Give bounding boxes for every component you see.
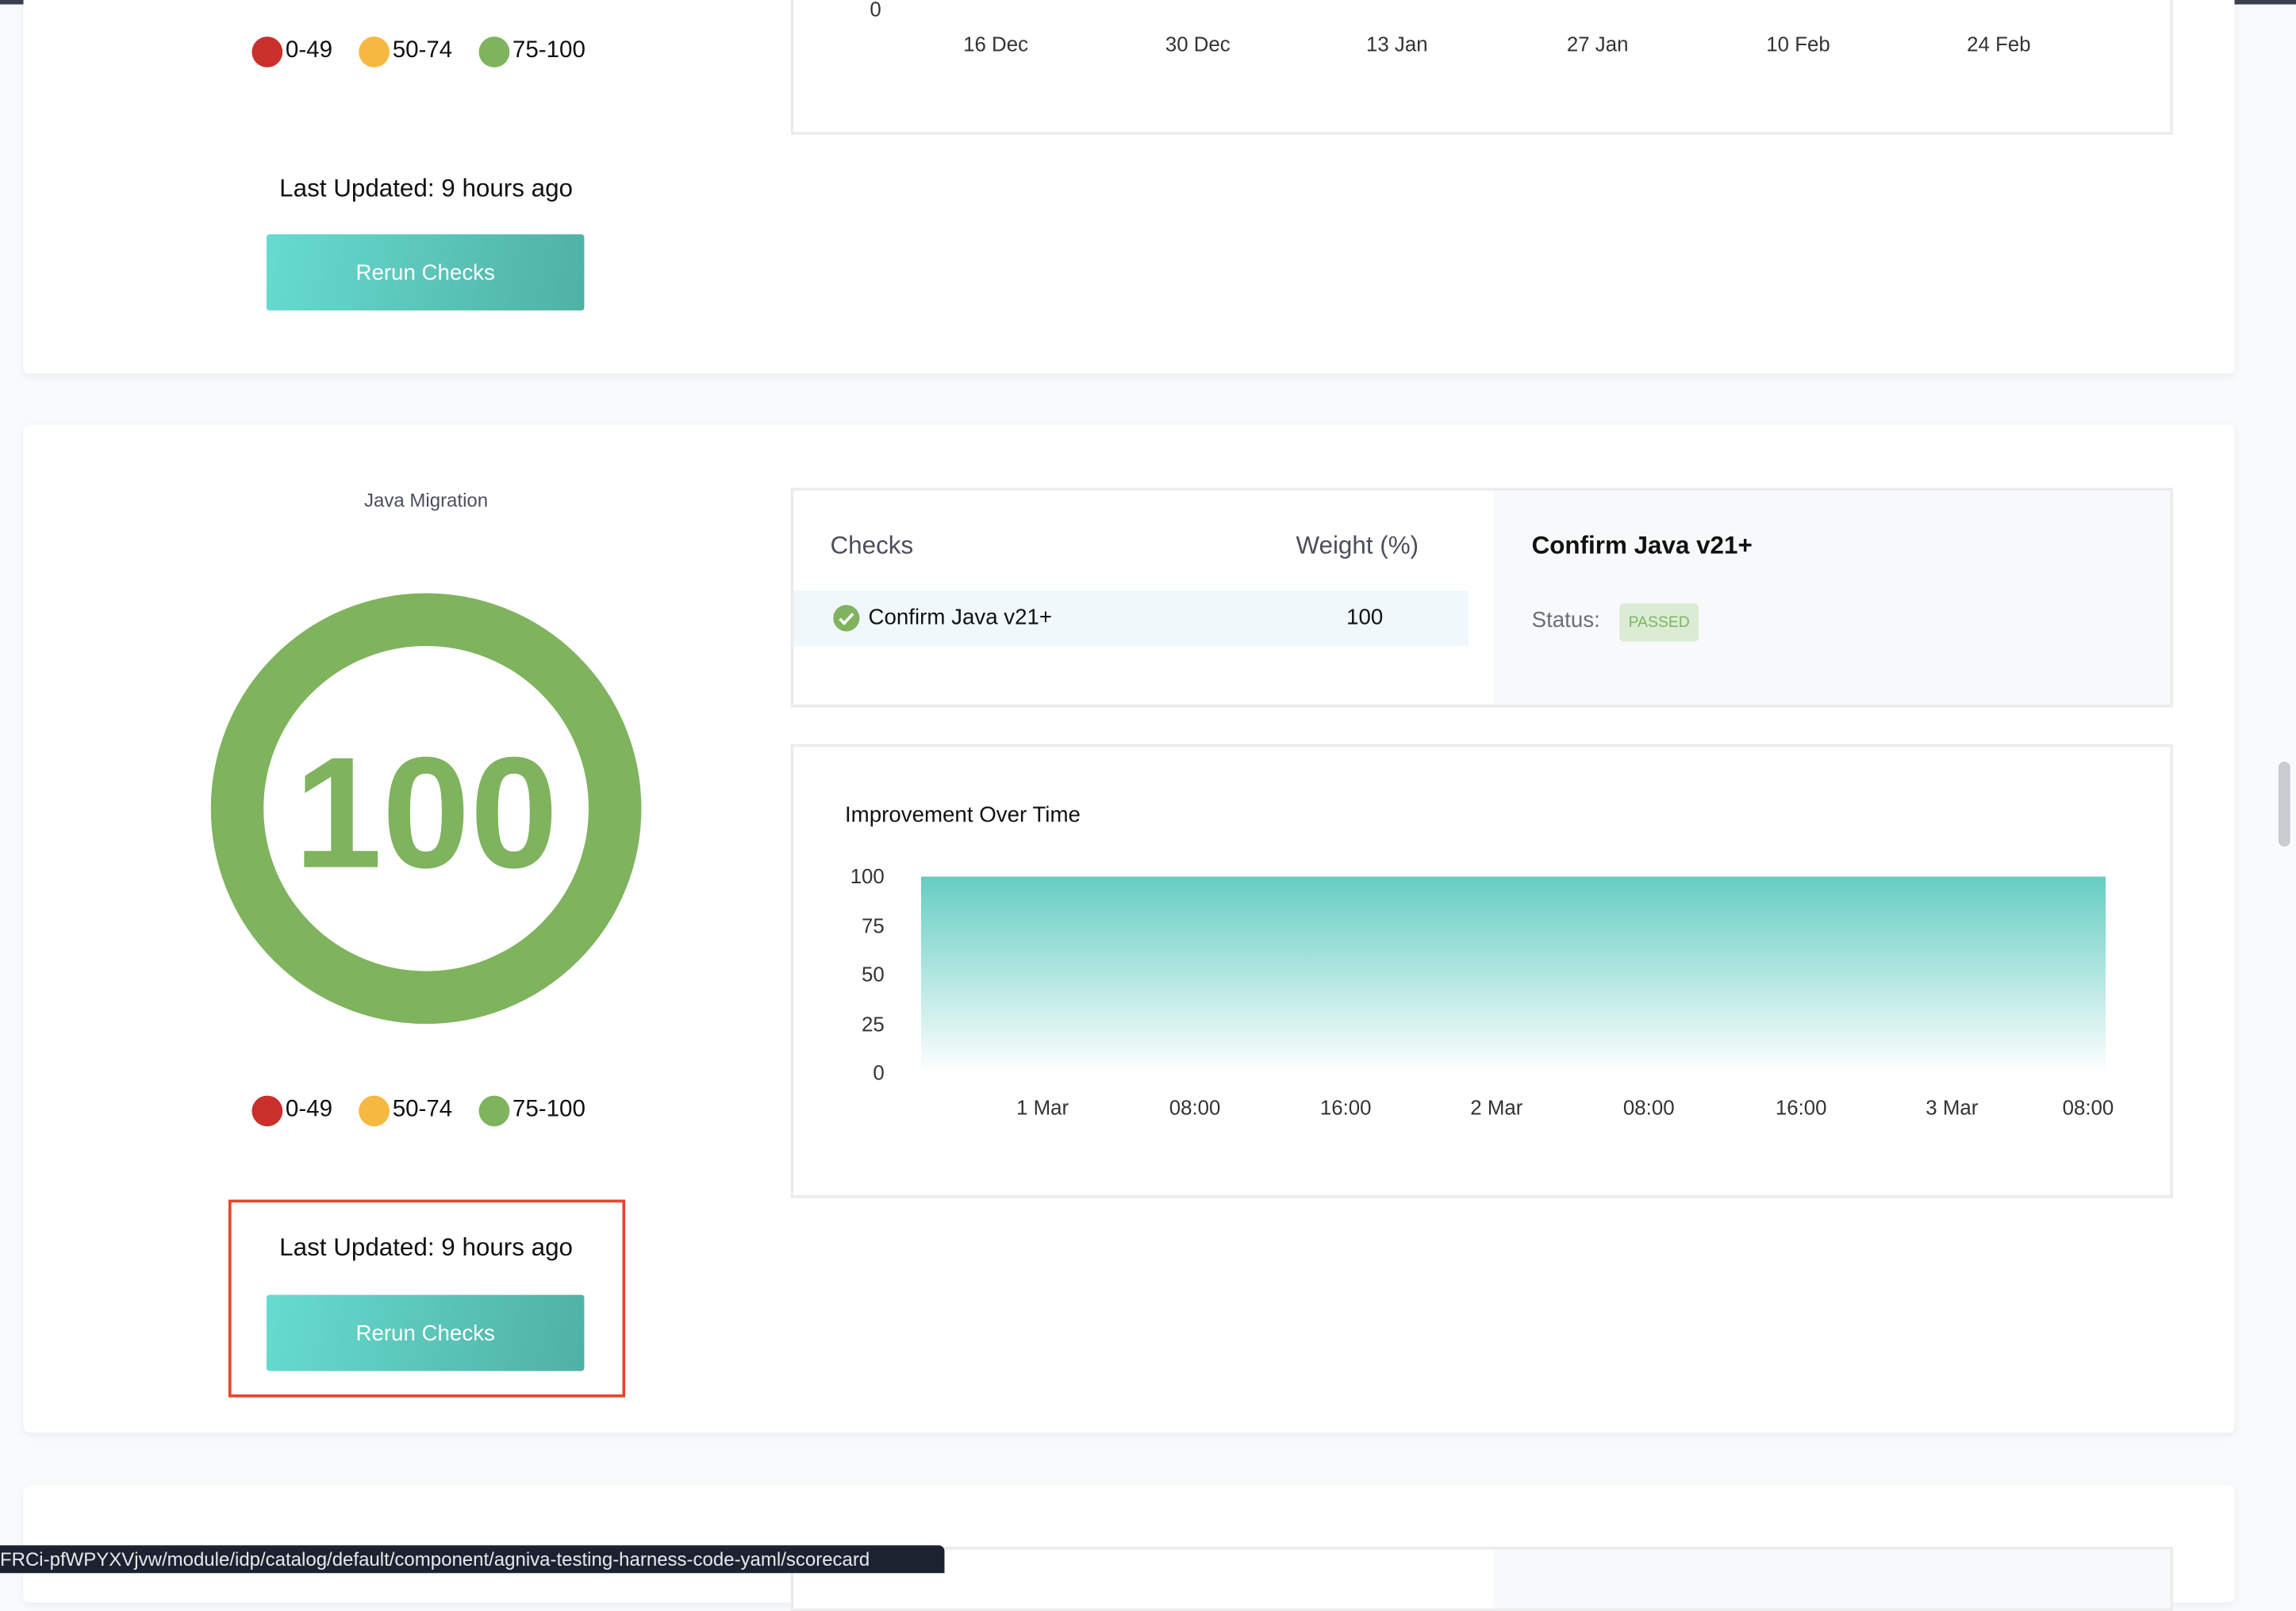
x-tick-label: 16:00 <box>1319 1095 1372 1120</box>
trend-chart-box-1: 0 16 Dec 30 Dec 13 Jan 27 Jan 10 Feb 24 Feb <box>790 0 2174 135</box>
rerun-checks-button[interactable]: Rerun Checks <box>266 1294 585 1371</box>
x-tick-label: 08:00 <box>2062 1095 2114 1120</box>
score-value: 100 <box>294 725 559 902</box>
legend-label: 75-100 <box>512 37 586 63</box>
legend-label: 0-49 <box>285 1097 333 1122</box>
last-updated-text: Last Updated: 9 hours ago <box>279 174 574 202</box>
highlight-box <box>228 1199 626 1398</box>
x-tick-label: 2 Mar <box>1470 1095 1523 1120</box>
chart-title: Improvement Over Time <box>844 802 1081 828</box>
y-tick-label: 50 <box>862 962 885 986</box>
area-series <box>920 877 2106 1074</box>
x-tick-label: 27 Jan <box>1566 32 1629 56</box>
x-tick-label: 3 Mar <box>1925 1095 1979 1120</box>
red-dot-icon <box>251 36 283 67</box>
status-label: Status: <box>1531 607 1600 633</box>
x-tick-label: 13 Jan <box>1365 32 1428 56</box>
legend-label: 50-74 <box>392 37 453 63</box>
check-row[interactable]: Confirm Java v21+ 100 <box>793 590 1469 646</box>
green-dot-icon <box>478 1094 510 1126</box>
y-tick-label: 0 <box>870 0 881 21</box>
gauge-ring <box>210 593 642 1025</box>
yellow-dot-icon <box>359 36 390 67</box>
checks-panel: Checks Weight (%) Confirm Java v21+ 100 … <box>790 487 2174 708</box>
legend-label: 0-49 <box>285 37 333 63</box>
legend-label: 50-74 <box>392 1097 453 1122</box>
x-tick-label: 16:00 <box>1775 1095 1827 1120</box>
check-weight: 100 <box>1346 605 1384 630</box>
improvement-chart <box>920 876 2106 1074</box>
weight-header: Weight (%) <box>1296 531 1419 560</box>
x-tick-label: 24 Feb <box>1967 32 2031 56</box>
scorecard-title: Java Migration <box>364 489 489 512</box>
improvement-chart-box: Improvement Over Time 100 75 50 25 0 1 Mar 08:… <box>790 744 2174 1198</box>
y-tick-label: 25 <box>862 1011 885 1035</box>
checks-header: Checks <box>830 531 914 560</box>
y-tick-label: 0 <box>873 1060 885 1084</box>
last-updated-text: Last Updated: 9 hours ago <box>279 1233 574 1262</box>
check-circle-icon <box>833 605 860 632</box>
status-bar-url: FRCi-pfWPYXVjvw/module/idp/catalog/defau… <box>0 1545 945 1574</box>
check-name: Confirm Java v21+ <box>868 605 1053 630</box>
score-legend: 0-49 50-74 75-100 <box>251 1093 632 1128</box>
x-tick-label: 1 Mar <box>1016 1095 1069 1120</box>
rerun-checks-button[interactable]: Rerun Checks <box>266 234 585 311</box>
scrollbar-thumb[interactable] <box>2278 761 2290 847</box>
x-tick-label: 16 Dec <box>963 32 1029 56</box>
status-badge: PASSED <box>1619 603 1699 642</box>
green-dot-icon <box>478 36 510 67</box>
x-tick-label: 30 Dec <box>1165 32 1231 56</box>
legend-label: 75-100 <box>512 1097 586 1122</box>
y-tick-label: 100 <box>850 863 885 888</box>
checks-panel <box>790 1547 2174 1611</box>
score-legend: 0-49 50-74 75-100 <box>251 33 632 68</box>
red-dot-icon <box>251 1094 283 1126</box>
x-tick-label: 08:00 <box>1622 1095 1675 1120</box>
x-tick-label: 10 Feb <box>1766 32 1830 56</box>
score-gauge: 100 <box>210 593 642 1025</box>
check-detail: Confirm Java v21+ Status: PASSED <box>1493 490 2171 705</box>
detail-title: Confirm Java v21+ <box>1531 531 1753 560</box>
y-tick-label: 75 <box>862 913 885 937</box>
x-tick-label: 08:00 <box>1169 1095 1221 1120</box>
yellow-dot-icon <box>359 1094 390 1126</box>
